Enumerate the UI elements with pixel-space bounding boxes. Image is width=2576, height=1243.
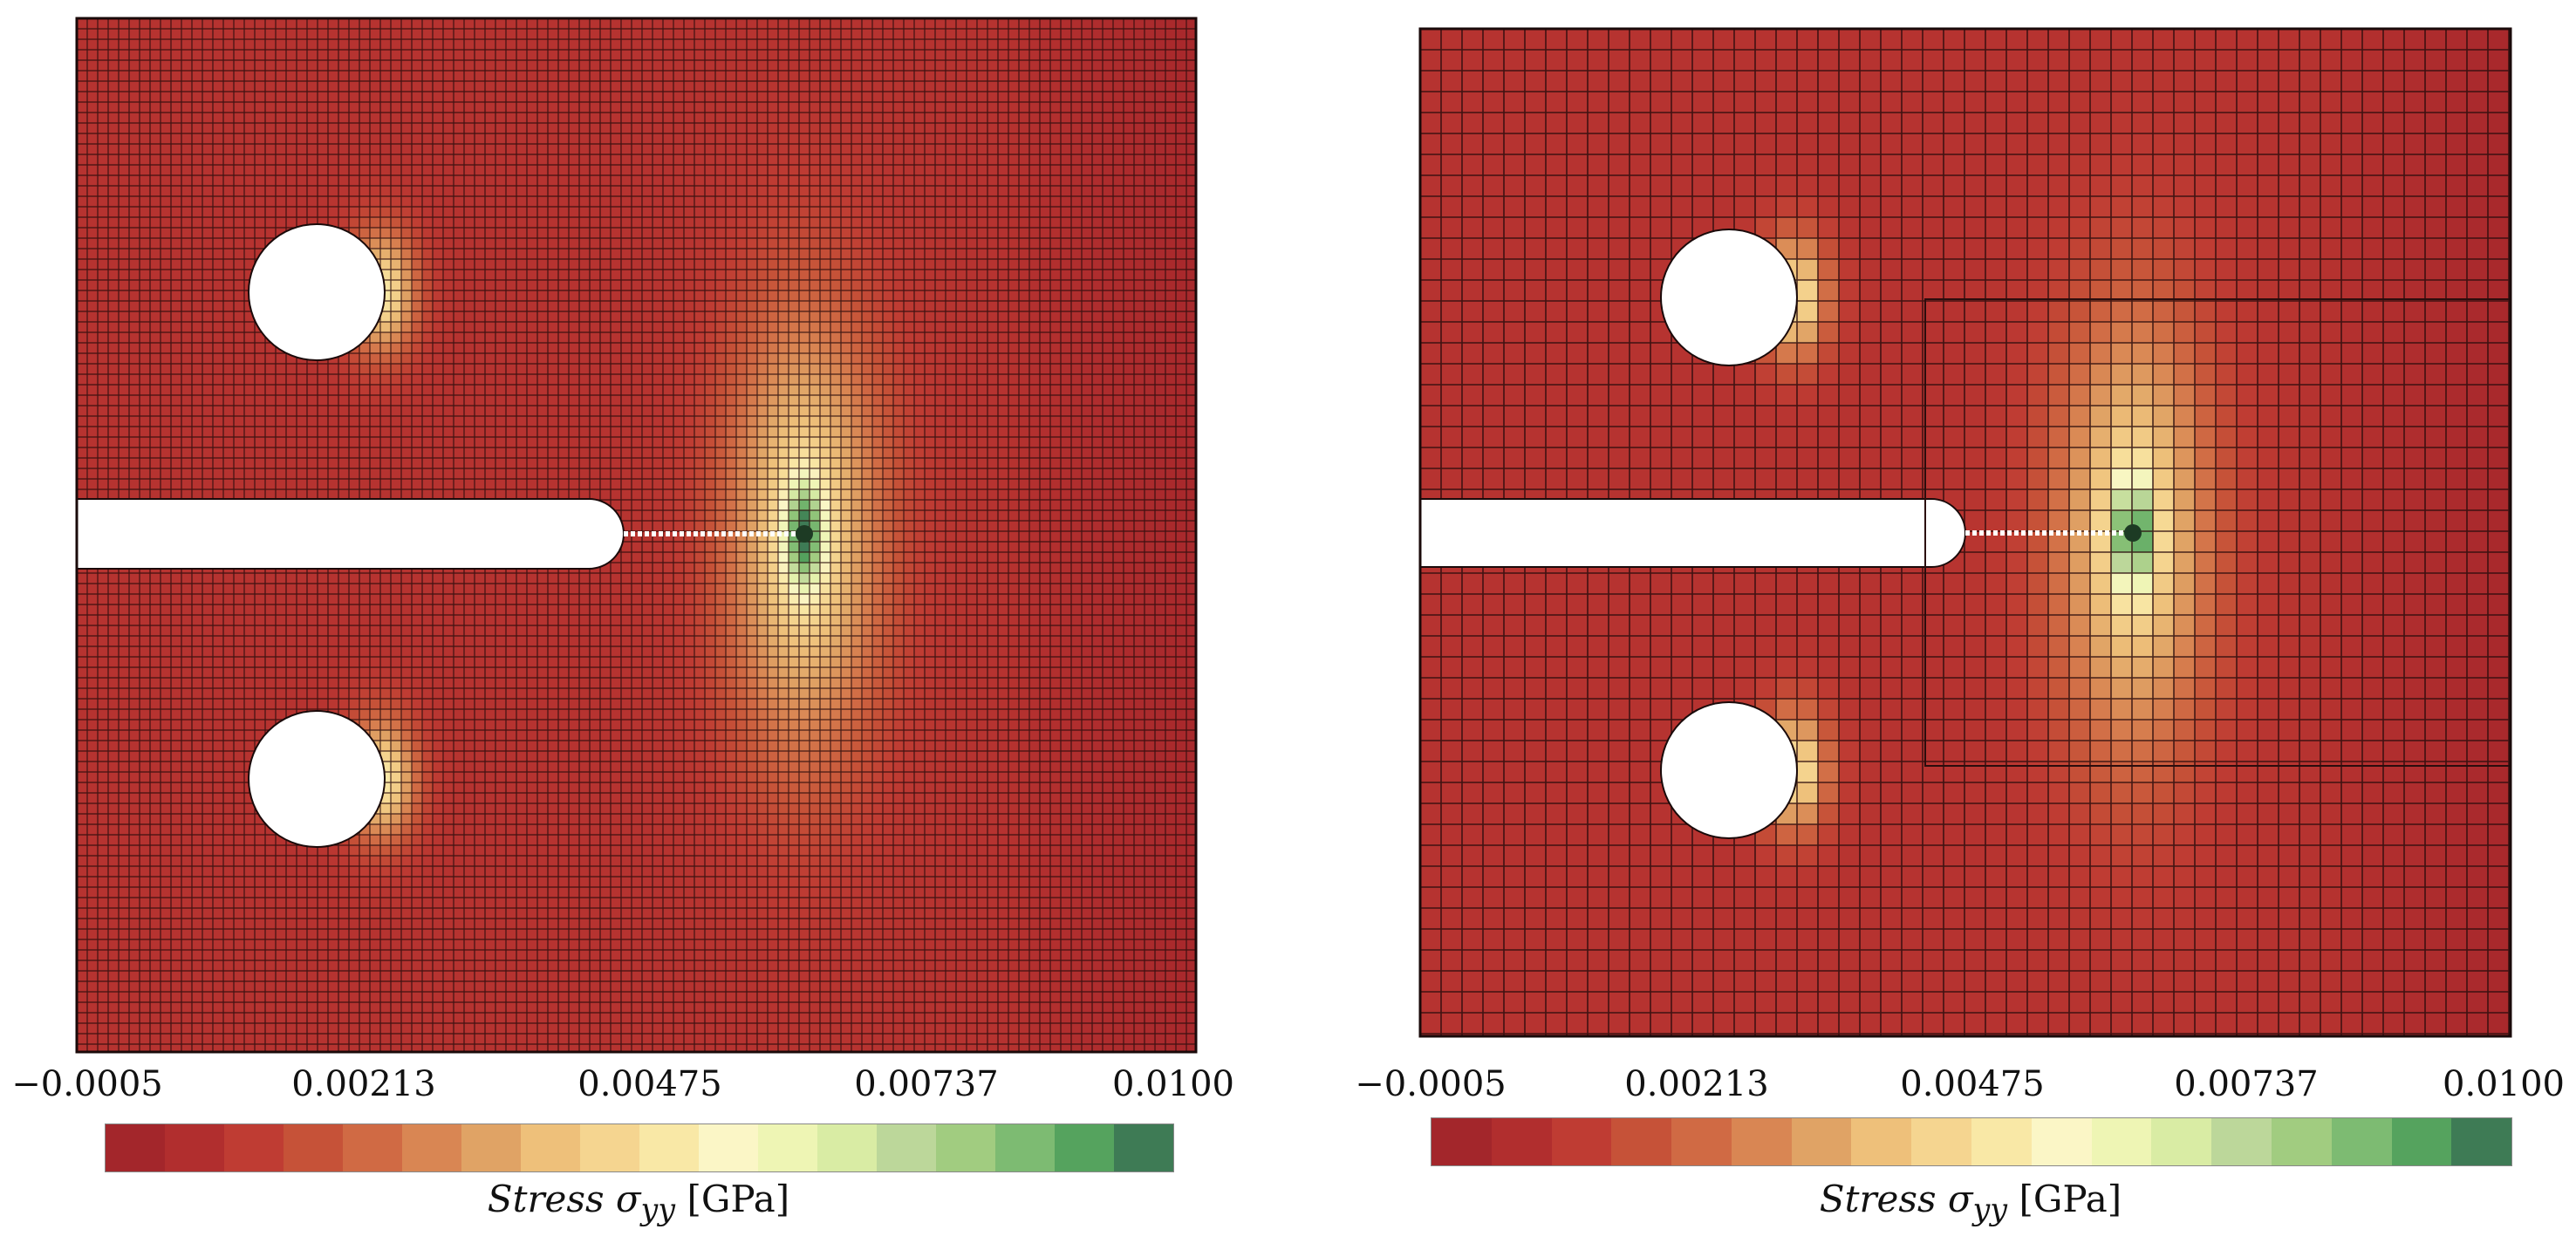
left-tick-1: 0.00213 <box>291 1064 436 1104</box>
colorbar-swatch <box>2151 1118 2212 1165</box>
right-mesh-plot <box>1418 27 2512 1038</box>
left-mesh-plot <box>75 17 1198 1054</box>
colorbar-swatch <box>1911 1118 1972 1165</box>
colorbar-swatch <box>402 1124 461 1171</box>
colorbar-swatch <box>224 1124 284 1171</box>
colorbar-swatch <box>2271 1118 2332 1165</box>
right-tick-0: −0.0005 <box>1355 1064 1507 1104</box>
colorbar-swatch <box>995 1124 1055 1171</box>
crack-tip <box>2124 524 2142 542</box>
colorbar-swatch <box>106 1124 165 1171</box>
colorbar-swatch <box>343 1124 402 1171</box>
colorbar-swatch <box>521 1124 580 1171</box>
colorbar-swatch <box>758 1124 817 1171</box>
left-panel: −0.0005 0.00213 0.00475 0.00737 0.0100 S… <box>11 17 1234 1228</box>
colorbar-swatch <box>1851 1118 1912 1165</box>
refined-region <box>1924 298 2511 767</box>
right-colorbar <box>1431 1117 2512 1166</box>
colorbar-swatch <box>1731 1118 1792 1165</box>
notch <box>77 498 625 570</box>
colorbar-swatch <box>1491 1118 1552 1165</box>
colorbar-swatch <box>699 1124 758 1171</box>
left-tick-2: 0.00475 <box>577 1064 722 1104</box>
left-colorbar-label: Stress σyy [GPa] <box>487 1178 790 1228</box>
colorbar-swatch <box>2091 1118 2152 1165</box>
colorbar-swatch <box>877 1124 936 1171</box>
colorbar-swatch <box>2211 1118 2272 1165</box>
plot-frame <box>75 17 1198 1054</box>
colorbar-swatch <box>165 1124 224 1171</box>
hole-0 <box>1660 229 1798 366</box>
colorbar-swatch <box>2031 1118 2092 1165</box>
colorbar-swatch <box>2331 1118 2392 1165</box>
colorbar-swatch <box>817 1124 877 1171</box>
colorbar-swatch <box>639 1124 699 1171</box>
colorbar-swatch <box>1431 1118 1492 1165</box>
left-colorbar <box>105 1123 1174 1172</box>
right-panel: −0.0005 0.00213 0.00475 0.00737 0.0100 S… <box>1343 0 2576 1243</box>
colorbar-swatch <box>2451 1118 2512 1165</box>
right-tick-1: 0.00213 <box>1624 1064 1769 1104</box>
hole-1 <box>1660 701 1798 839</box>
colorbar-swatch <box>1611 1118 1672 1165</box>
colorbar-swatch <box>1114 1124 1173 1171</box>
colorbar-swatch <box>1551 1118 1612 1165</box>
plot-frame <box>1418 27 2512 1038</box>
left-tick-0: −0.0005 <box>11 1064 163 1104</box>
right-colorbar-label: Stress σyy [GPa] <box>1819 1178 2122 1228</box>
left-tick-4: 0.0100 <box>1112 1064 1234 1104</box>
crack-tip <box>796 525 813 543</box>
colorbar-swatch <box>580 1124 639 1171</box>
colorbar-swatch <box>1971 1118 2032 1165</box>
right-tick-2: 0.00475 <box>1900 1064 2045 1104</box>
colorbar-swatch <box>1671 1118 1732 1165</box>
colorbar-swatch <box>284 1124 343 1171</box>
hole-0 <box>248 223 386 361</box>
colorbar-swatch <box>1791 1118 1852 1165</box>
hole-1 <box>248 710 386 848</box>
right-tick-4: 0.0100 <box>2443 1064 2565 1104</box>
colorbar-swatch <box>1055 1124 1114 1171</box>
colorbar-swatch <box>461 1124 521 1171</box>
right-tick-3: 0.00737 <box>2174 1064 2319 1104</box>
colorbar-swatch <box>2391 1118 2452 1165</box>
colorbar-swatch <box>936 1124 995 1171</box>
notch <box>1420 498 1966 568</box>
left-tick-3: 0.00737 <box>854 1064 999 1104</box>
